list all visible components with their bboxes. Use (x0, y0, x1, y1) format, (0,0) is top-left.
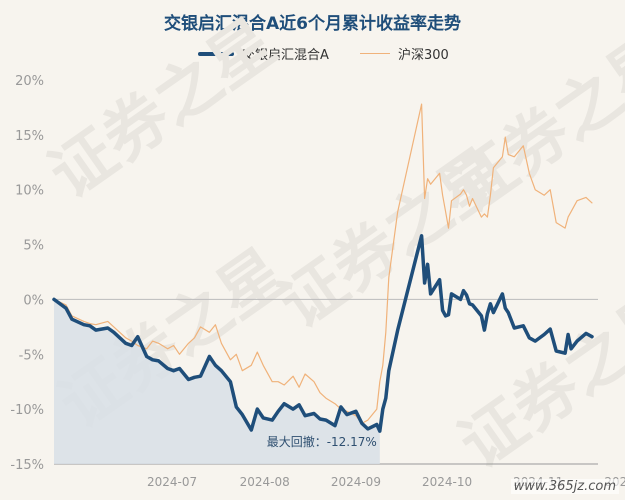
y-tick-label: 5% (23, 239, 44, 254)
legend-label-fund: 交银启汇混合A (242, 48, 329, 63)
y-tick-label: -10% (10, 403, 44, 418)
legend-item-fund[interactable]: 交银启汇混合A (198, 44, 329, 63)
y-tick-label: 10% (15, 184, 44, 199)
chart-title: 交银启汇混合A近6个月累计收益率走势 (164, 14, 461, 34)
legend-item-index[interactable]: 沪深300 (360, 44, 449, 63)
max-drawdown-label: 最大回撤：-12.17% (267, 434, 377, 449)
y-tick-label: 15% (15, 129, 44, 144)
watermark-text: 证券之星 (37, 6, 289, 213)
x-tick-label: 2024-08 (240, 475, 290, 489)
y-tick-label: -15% (10, 458, 44, 473)
legend-swatch-index (360, 53, 390, 54)
series-line-fund (52, 234, 594, 433)
y-tick-label: 0% (23, 293, 44, 308)
x-tick-label: 2024-10 (422, 475, 472, 489)
x-tick-label: 2024-09 (331, 475, 381, 489)
legend-label-index: 沪深300 (398, 48, 449, 63)
legend-swatch-fund (198, 51, 234, 56)
y-tick-label: -5% (19, 348, 44, 363)
watermark-text: 证券之星 (437, 21, 625, 228)
x-tick-label: 2024-07 (147, 475, 197, 489)
site-watermark: www.365jz.com (510, 479, 619, 494)
y-tick-label: 20% (15, 74, 44, 89)
